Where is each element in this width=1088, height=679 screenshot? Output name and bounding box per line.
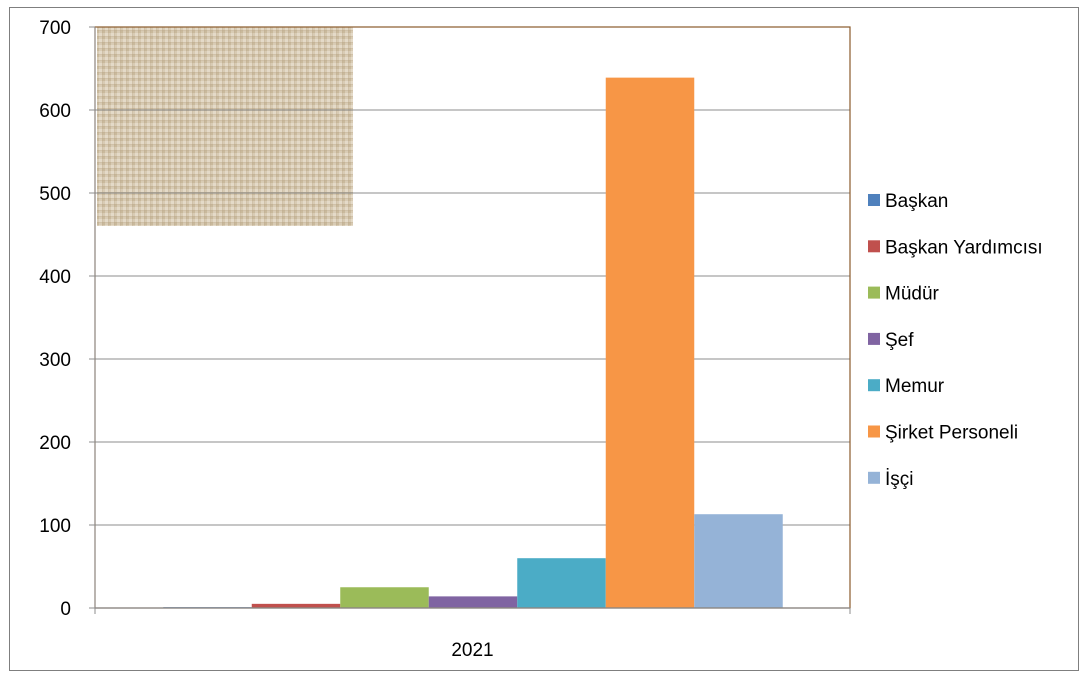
legend-label: İşçi — [885, 469, 914, 490]
y-tick-label: 0 — [60, 599, 71, 620]
bar-5 — [517, 558, 606, 608]
bar-2 — [251, 603, 341, 608]
y-tick-label: 300 — [39, 350, 71, 371]
x-tick-label: 2021 — [451, 640, 493, 661]
legend-label: Müdür — [885, 284, 940, 305]
texture-patch — [97, 27, 353, 226]
bar-6 — [605, 77, 695, 608]
bar-4 — [428, 596, 518, 608]
legend-swatch — [868, 286, 880, 299]
y-tick-label: 600 — [39, 101, 71, 122]
y-tick-label: 100 — [39, 516, 71, 537]
bar-7 — [694, 514, 783, 608]
legend-label: Memur — [885, 376, 945, 397]
legend-label: Şef — [885, 330, 914, 351]
legend-label: Başkan Yardımcısı — [885, 237, 1043, 258]
bar-3 — [340, 587, 429, 608]
legend-swatch — [868, 194, 880, 206]
legend-swatch — [868, 332, 880, 345]
legend-label: Şirket Personeli — [885, 423, 1018, 444]
legend-swatch — [868, 240, 880, 253]
y-tick-label: 700 — [39, 18, 71, 39]
legend-swatch — [868, 379, 880, 392]
legend-label: Başkan — [885, 191, 948, 212]
legend-swatch — [868, 471, 880, 484]
y-tick-label: 500 — [39, 184, 71, 205]
y-tick-label: 400 — [39, 267, 71, 288]
legend-swatch — [868, 425, 880, 438]
y-tick-label: 200 — [39, 433, 71, 454]
